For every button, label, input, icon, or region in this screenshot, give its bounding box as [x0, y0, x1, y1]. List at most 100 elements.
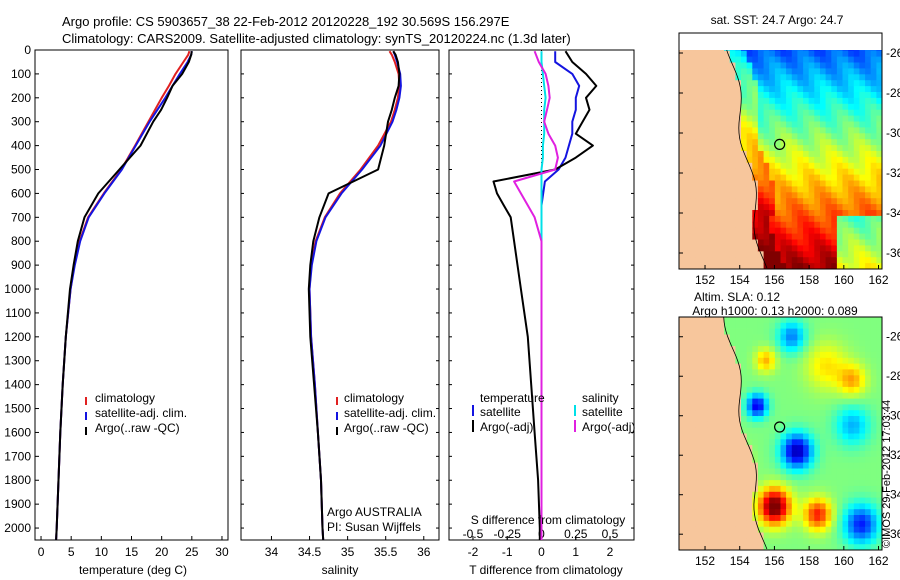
map-cell	[814, 346, 821, 353]
map-cell	[797, 427, 804, 435]
map-cell	[707, 328, 714, 335]
map-cell	[724, 162, 731, 170]
map-cell	[791, 351, 798, 359]
map-cell	[724, 369, 731, 376]
map-cell	[803, 227, 810, 235]
map-cell	[780, 340, 787, 347]
map-cell	[870, 363, 877, 370]
map-cell	[791, 427, 798, 435]
map-cell	[820, 491, 827, 499]
map-cell	[870, 515, 877, 522]
map-cell	[724, 233, 731, 241]
map-cell	[853, 174, 860, 182]
map-cell	[752, 445, 759, 452]
map-cell	[803, 503, 810, 510]
map-cell	[791, 257, 798, 264]
map-cell	[791, 544, 798, 550]
map-cell	[757, 62, 765, 69]
map-cell	[831, 439, 838, 446]
map-cell	[831, 221, 838, 229]
map-cell	[701, 369, 708, 376]
map-cell	[808, 121, 815, 128]
map-cell	[724, 445, 731, 452]
map-cell	[746, 233, 753, 241]
map-cell	[826, 33, 832, 40]
map-cell	[729, 416, 736, 423]
map-cell	[729, 210, 736, 217]
map-cell	[859, 33, 865, 40]
map-cell	[774, 375, 782, 382]
map-cell	[859, 62, 866, 69]
map-cell	[842, 186, 849, 193]
map-cell	[684, 215, 691, 223]
map-cell	[746, 174, 753, 182]
map-cell	[797, 103, 804, 111]
map-cell	[876, 133, 882, 140]
map-cell	[769, 357, 776, 365]
map-cell	[780, 103, 787, 111]
map-cell	[684, 121, 691, 128]
map-cell	[780, 215, 787, 223]
map-cell	[825, 439, 832, 446]
map-cell	[859, 392, 866, 400]
map-cell	[825, 204, 832, 211]
map-cell	[780, 515, 787, 522]
map-cell	[752, 139, 759, 146]
map-cell	[695, 375, 703, 382]
map-cell	[679, 375, 686, 382]
map-cell	[865, 456, 872, 464]
map-cell	[769, 50, 776, 52]
map-cell	[695, 233, 703, 241]
map-cell	[814, 62, 821, 69]
map-cell	[786, 433, 793, 440]
map-cell	[803, 263, 810, 269]
map-cell	[842, 168, 849, 176]
map-cell	[718, 515, 725, 522]
map-cell	[769, 503, 776, 510]
map-cell	[746, 357, 753, 365]
map-cell	[825, 145, 832, 152]
y-tick-label: 2000	[4, 521, 31, 535]
map-cell	[763, 145, 770, 152]
map-cell	[735, 410, 742, 417]
map-cell	[679, 381, 686, 388]
map-cell	[724, 398, 731, 405]
map-cell	[842, 544, 849, 550]
map-cell	[853, 433, 860, 440]
map-cell	[707, 245, 714, 252]
map-cell	[724, 317, 731, 324]
map-cell	[712, 56, 719, 64]
map-cell	[786, 328, 793, 335]
map-cell	[757, 445, 765, 452]
x-tick-label: 10	[95, 545, 109, 559]
map-cell	[729, 386, 736, 394]
map-cell	[848, 485, 855, 493]
map-cell	[797, 544, 804, 550]
map-cell	[769, 103, 776, 111]
map-cell	[848, 162, 855, 170]
map-cell	[724, 416, 731, 423]
map-cell	[741, 74, 748, 81]
map-cell	[712, 68, 719, 75]
map-cell	[763, 474, 770, 481]
map-cell	[876, 97, 882, 105]
map-x-tick-label: 158	[799, 273, 819, 287]
map-cell	[820, 86, 827, 93]
map-cell	[752, 503, 759, 510]
map-cell	[746, 346, 753, 353]
map-cell	[836, 491, 844, 499]
map-cell	[735, 162, 742, 170]
map-cell	[870, 50, 877, 58]
legend-argo: Argo(..raw -QC)	[95, 421, 180, 435]
map-cell	[712, 427, 719, 435]
map-cell	[786, 192, 793, 199]
map-cell	[757, 139, 765, 146]
map-cell	[848, 245, 855, 252]
map-cell	[763, 451, 770, 458]
map-cell	[763, 168, 770, 176]
map-cell	[695, 340, 703, 347]
map-cell	[853, 398, 860, 405]
map-cell	[870, 421, 877, 429]
argo-marker	[774, 421, 786, 433]
map-cell	[820, 145, 827, 152]
